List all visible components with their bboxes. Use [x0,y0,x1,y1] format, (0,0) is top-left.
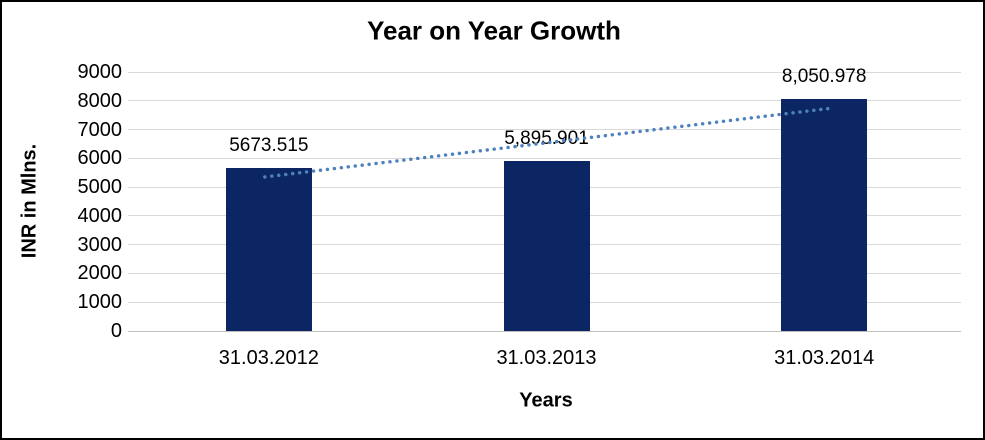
y-tick-label: 9000 [77,61,123,83]
bar-value-label: 5673.515 [229,134,309,156]
y-tick-label: 7000 [77,118,123,141]
y-axis-title: INR in Mlns. [18,143,41,259]
x-tick-label: 31.03.2013 [496,347,597,369]
x-axis-title: Years [519,389,573,412]
x-tick-label: 31.03.2012 [218,347,319,369]
bar-value-label: 5,895.901 [504,128,589,150]
y-tick-label: 8000 [77,89,123,112]
bar [225,167,312,331]
bar [503,161,590,331]
y-tick-label: 4000 [77,204,123,227]
gridline [128,100,961,102]
bar-value-label: 8,050.978 [781,66,867,88]
y-tick-label: 1000 [77,291,123,314]
y-tick-label: 0 [110,320,122,342]
gridline [128,71,961,73]
x-axis-line [128,330,961,332]
bar [781,99,868,331]
y-tick-label: 2000 [77,262,123,285]
y-tick-label: 6000 [77,147,123,170]
chart-title: Year on Year Growth [367,15,621,46]
y-tick-label: 5000 [77,176,123,199]
x-tick-label: 31.03.2014 [774,347,875,369]
y-tick-label: 3000 [77,233,123,256]
